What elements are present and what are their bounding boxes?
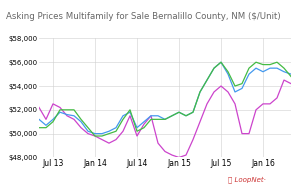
Text: ⭕ LoopNet·: ⭕ LoopNet· <box>228 177 266 183</box>
Text: Asking Prices Multifamily for Sale Bernalillo County, NM ($/Unit): Asking Prices Multifamily for Sale Berna… <box>6 12 280 21</box>
